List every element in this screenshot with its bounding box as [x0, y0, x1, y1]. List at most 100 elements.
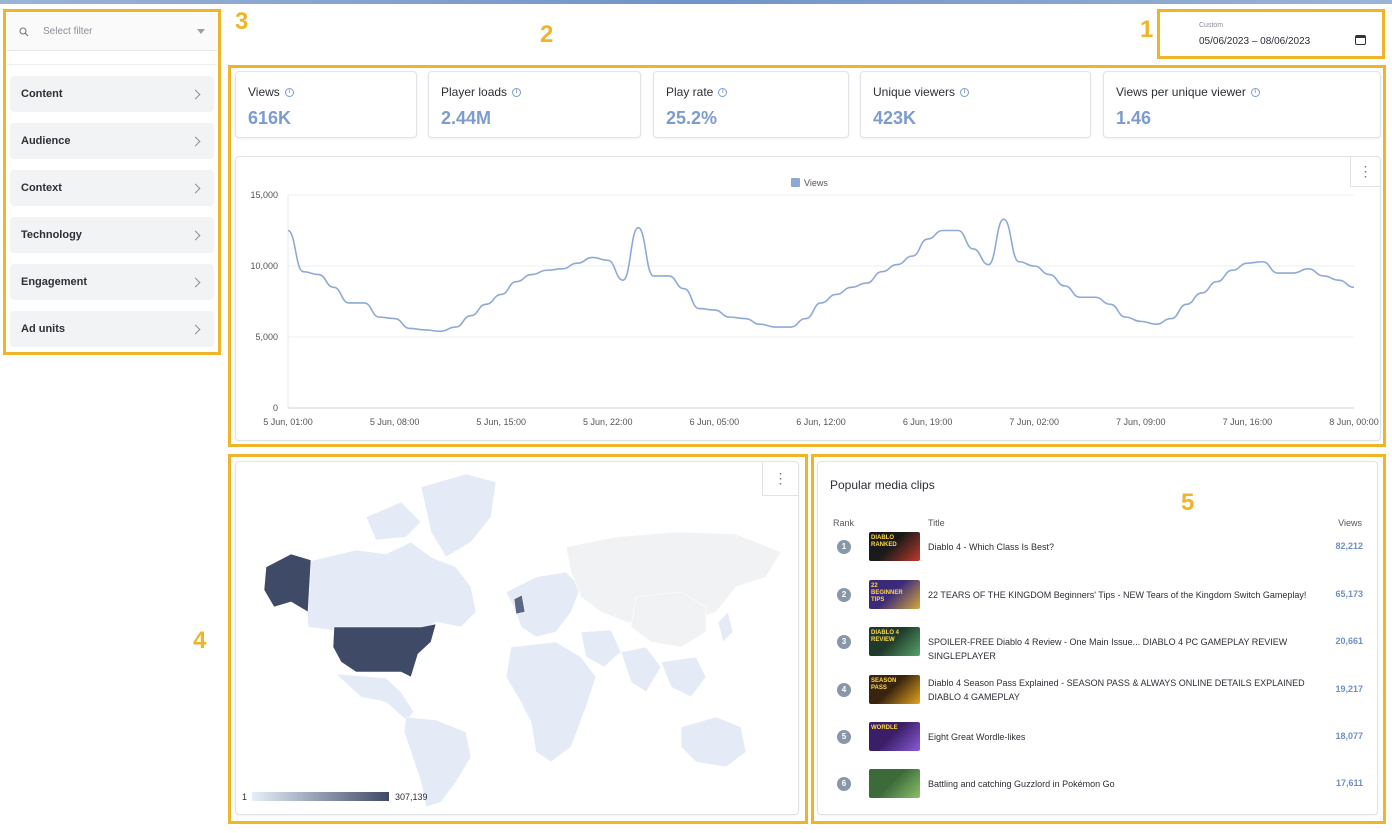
thumbnail-caption: WORDLE [871, 725, 898, 731]
x-tick-label: 6 Jun, 12:00 [796, 417, 846, 427]
table-row[interactable]: 6 Battling and catching Guzzlord in Pokém… [818, 768, 1378, 800]
kpi-card: Play rate i 25.2% [653, 71, 849, 138]
x-tick-label: 8 Jun, 00:00 [1329, 417, 1379, 427]
clip-views: 18,077 [1335, 731, 1363, 741]
sidebar-item[interactable]: Audience [10, 123, 214, 159]
sidebar-item[interactable]: Engagement [10, 264, 214, 300]
legend-label[interactable]: Views [804, 178, 828, 188]
col-header-views: Views [1338, 518, 1362, 528]
kpi-value: 423K [873, 108, 917, 128]
clip-thumbnail[interactable]: 22 BEGINNER TIPS [869, 580, 920, 609]
highlight-box-5 [811, 454, 1386, 824]
views-chart-panel: ⋮ Views 15,000 10,000 5,000 0 5 Jun, 01:00 5 J… [235, 156, 1381, 441]
map-region-usa [332, 623, 437, 678]
clip-thumbnail[interactable]: SEASON PASS [869, 675, 920, 704]
thumbnail-caption: 22 BEGINNER TIPS [871, 583, 903, 603]
clip-title-link[interactable]: 22 TEARS OF THE KINGDOM Beginners' Tips … [928, 590, 1307, 600]
calendar-icon[interactable] [1355, 35, 1366, 45]
y-tick-label: 10,000 [250, 261, 278, 271]
sidebar-item-label: Technology [21, 229, 82, 241]
table-row[interactable]: 3 DIABLO 4 REVIEW SPOILER-FREE Diablo 4 Re… [818, 626, 1378, 661]
clip-title-link[interactable]: SPOILER-FREE Diablo 4 Review - One Main … [928, 637, 1288, 661]
clip-title-link[interactable]: Diablo 4 Season Pass Explained - SEASON … [928, 678, 1305, 702]
info-icon[interactable]: i [1250, 87, 1260, 97]
chart-menu-button[interactable]: ⋮ [1350, 157, 1380, 187]
thumbnail-caption: DIABLO RANKED [871, 535, 897, 548]
table-row[interactable]: 2 22 BEGINNER TIPS 22 TEARS OF THE KINGDOM… [818, 579, 1378, 611]
clip-title-link[interactable]: Diablo 4 - Which Class Is Best? [928, 542, 1055, 552]
table-row[interactable]: 1 DIABLO RANKED Diablo 4 - Which Class Is … [818, 531, 1378, 563]
clip-thumbnail[interactable]: WORDLE [869, 722, 920, 751]
col-header-title: Title [928, 518, 945, 528]
filter-select[interactable]: Select filter [7, 13, 217, 51]
map-region-russia [565, 531, 782, 628]
table-row[interactable]: 5 WORDLE Eight Great Wordle-likes 18,077 [818, 721, 1378, 753]
kpi-value: 25.2% [666, 108, 718, 128]
date-range-picker[interactable]: Custom 05/06/2023 – 08/06/2023 [1189, 15, 1375, 55]
kpi-label: Views [248, 85, 280, 99]
highlight-box-3 [3, 9, 221, 355]
rank-badge: 4 [837, 683, 851, 697]
chevron-down-icon [197, 29, 205, 34]
rank-badge: 5 [837, 730, 851, 744]
info-icon[interactable]: i [284, 87, 294, 97]
kpi-value: 1.46 [1116, 108, 1152, 128]
map-region-alaska [263, 553, 312, 613]
sidebar-item[interactable]: Context [10, 170, 214, 206]
callout-1: 1 [1140, 16, 1154, 43]
sidebar-item[interactable]: Ad units [10, 311, 214, 347]
map-legend-max: 307,139 [395, 792, 428, 802]
search-icon [19, 26, 29, 36]
map-legend-min: 1 [242, 792, 247, 802]
info-icon[interactable]: i [960, 87, 970, 97]
highlight-box-2 [228, 65, 1386, 447]
kpi-card: Unique viewers i 423K [860, 71, 1091, 138]
thumbnail-caption: DIABLO 4 REVIEW [871, 630, 900, 643]
info-icon[interactable]: i [718, 87, 728, 97]
kpi-card: Views i 616K [235, 71, 417, 138]
clip-title-link[interactable]: Eight Great Wordle-likes [928, 732, 1026, 742]
kpi-value: 616K [248, 108, 292, 128]
highlight-box-1 [1157, 9, 1385, 59]
x-tick-label: 7 Jun, 16:00 [1223, 417, 1273, 427]
info-icon[interactable]: i [512, 87, 522, 97]
map-menu-button[interactable]: ⋮ [762, 462, 798, 496]
col-header-rank: Rank [833, 518, 855, 528]
x-tick-label: 5 Jun, 01:00 [263, 417, 313, 427]
rank-badge: 1 [837, 540, 851, 554]
kpi-value: 2.44M [441, 108, 492, 128]
clip-thumbnail[interactable]: DIABLO 4 REVIEW [869, 627, 920, 656]
rank-badge: 2 [837, 588, 851, 602]
kpi-label: Views per unique viewer [1116, 85, 1246, 99]
map-region-africa [505, 641, 597, 763]
kpi-card: Views per unique viewer i 1.46 [1103, 71, 1381, 138]
sidebar-item[interactable]: Content [10, 76, 214, 112]
clip-thumbnail[interactable] [869, 769, 920, 798]
rank-badge: 3 [837, 635, 851, 649]
top-accent-strip [0, 0, 1392, 4]
map-region-south-america [403, 716, 472, 808]
kpi-label: Player loads [441, 85, 508, 99]
sidebar-item[interactable]: Technology [10, 217, 214, 253]
sidebar-item-label: Audience [21, 135, 71, 147]
thumbnail-caption: SEASON PASS [871, 678, 897, 691]
world-map: 1 307,139 [242, 473, 782, 808]
x-tick-label: 6 Jun, 19:00 [903, 417, 953, 427]
date-range-label: Custom [1199, 22, 1224, 29]
callout-4: 4 [193, 627, 207, 654]
x-tick-label: 7 Jun, 02:00 [1009, 417, 1059, 427]
clip-thumbnail[interactable]: DIABLO RANKED [869, 532, 920, 561]
filter-select-placeholder: Select filter [43, 26, 93, 37]
kpi-label: Play rate [666, 85, 714, 99]
map-region-greenland [420, 473, 497, 558]
table-row[interactable]: 4 SEASON PASS Diablo 4 Season Pass Explain… [818, 674, 1378, 706]
callout-5: 5 [1181, 489, 1195, 516]
x-tick-label: 6 Jun, 05:00 [690, 417, 740, 427]
clip-title-link[interactable]: Battling and catching Guzzlord in Pokémo… [928, 779, 1115, 789]
sidebar-item-label: Engagement [21, 276, 88, 288]
map-region-europe [505, 571, 582, 638]
series-line-views[interactable] [287, 218, 1355, 333]
callout-2: 2 [540, 21, 554, 48]
map-region-mexico [335, 673, 415, 721]
kpi-card: Player loads i 2.44M [428, 71, 641, 138]
